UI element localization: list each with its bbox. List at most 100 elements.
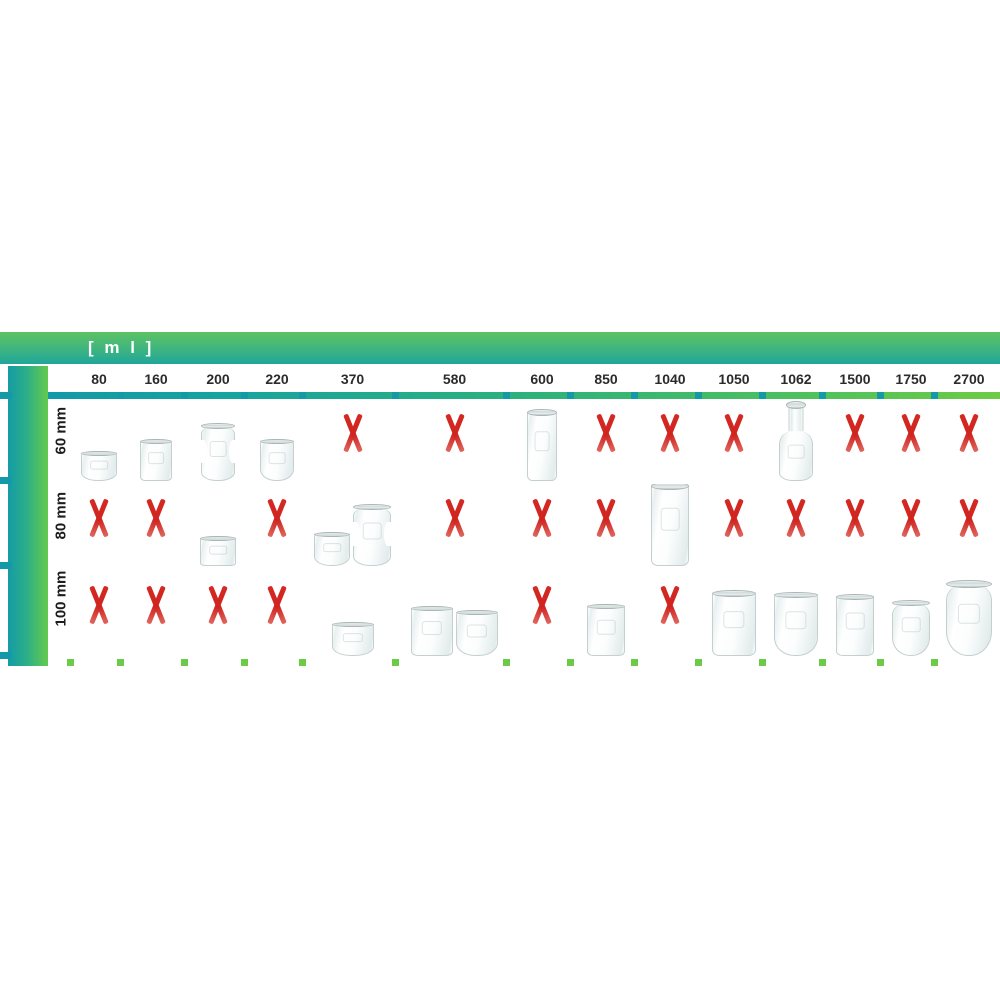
unavailable-x-icon bbox=[650, 411, 690, 455]
unavailable-x-icon bbox=[949, 411, 989, 455]
cell-content bbox=[702, 569, 766, 656]
cell-80mm-160ml[interactable] bbox=[124, 484, 188, 569]
cell-100mm-80ml[interactable] bbox=[74, 569, 124, 659]
cell-content bbox=[638, 484, 702, 566]
jar-drop-icon bbox=[946, 580, 992, 656]
cell-content bbox=[638, 569, 702, 656]
cell-100mm-1050ml[interactable] bbox=[702, 569, 766, 659]
cell-60mm-580ml[interactable] bbox=[399, 399, 510, 484]
cell-60mm-1040ml[interactable] bbox=[638, 399, 702, 484]
jar-body bbox=[527, 413, 557, 481]
jar-lid bbox=[456, 610, 498, 615]
cell-content bbox=[306, 569, 399, 656]
column-header-1062ml: 1062 bbox=[766, 366, 826, 392]
jar-tulip-icon bbox=[260, 439, 294, 481]
cell-60mm-220ml[interactable] bbox=[248, 399, 306, 484]
cell-60mm-600ml[interactable] bbox=[510, 399, 574, 484]
cell-content bbox=[188, 399, 248, 481]
cell-60mm-80ml[interactable] bbox=[74, 399, 124, 484]
jar-lid bbox=[587, 604, 625, 609]
cell-80mm-1500ml[interactable] bbox=[826, 484, 884, 569]
cell-80mm-80ml[interactable] bbox=[74, 484, 124, 569]
cell-80mm-850ml[interactable] bbox=[574, 484, 638, 569]
unavailable-x-icon bbox=[835, 411, 875, 455]
jar-tulip-icon bbox=[81, 451, 117, 481]
cell-content bbox=[826, 569, 884, 656]
jar-lid bbox=[331, 622, 374, 627]
weck-jar-size-matrix: [ m l ] 80 160 200 220 370 580 600 850 1040 1050 1… bbox=[0, 332, 1000, 670]
jar-mold-icon bbox=[140, 439, 172, 481]
column-header-220ml: 220 bbox=[248, 366, 306, 392]
cell-100mm-850ml[interactable] bbox=[574, 569, 638, 659]
cell-content bbox=[510, 484, 574, 566]
jar-lid bbox=[200, 536, 236, 541]
cell-80mm-1050ml[interactable] bbox=[702, 484, 766, 569]
cell-100mm-200ml[interactable] bbox=[188, 569, 248, 659]
jar-body bbox=[201, 426, 235, 481]
jar-neck bbox=[788, 407, 804, 431]
cell-100mm-2700ml[interactable] bbox=[938, 569, 1000, 659]
jar-lid bbox=[353, 504, 391, 510]
jar-waist bbox=[353, 522, 360, 547]
jar-lid bbox=[81, 451, 117, 456]
jar-body bbox=[892, 603, 930, 656]
jar-body bbox=[260, 442, 294, 481]
cell-100mm-1750ml[interactable] bbox=[884, 569, 938, 659]
jar-body bbox=[411, 609, 453, 656]
cell-content bbox=[938, 399, 1000, 481]
cell-60mm-160ml[interactable] bbox=[124, 399, 188, 484]
cell-60mm-1750ml[interactable] bbox=[884, 399, 938, 484]
cell-80mm-370ml[interactable] bbox=[306, 484, 399, 569]
jar-body bbox=[946, 584, 992, 656]
jar-waist bbox=[228, 440, 235, 463]
column-header-600ml: 600 bbox=[510, 366, 574, 392]
cell-80mm-1040ml[interactable] bbox=[638, 484, 702, 569]
cell-60mm-1062ml[interactable] bbox=[766, 399, 826, 484]
jar-waist bbox=[384, 522, 391, 547]
unavailable-x-icon bbox=[79, 583, 119, 627]
cell-80mm-600ml[interactable] bbox=[510, 484, 574, 569]
cell-100mm-1500ml[interactable] bbox=[826, 569, 884, 659]
column-header-850ml: 850 bbox=[574, 366, 638, 392]
cell-content bbox=[399, 569, 510, 656]
unavailable-x-icon bbox=[586, 411, 626, 455]
cell-content bbox=[124, 484, 188, 566]
cell-80mm-2700ml[interactable] bbox=[938, 484, 1000, 569]
cell-100mm-220ml[interactable] bbox=[248, 569, 306, 659]
cell-60mm-1500ml[interactable] bbox=[826, 399, 884, 484]
cell-100mm-600ml[interactable] bbox=[510, 569, 574, 659]
row-header-label: 60 mm bbox=[52, 406, 70, 454]
cell-60mm-1050ml[interactable] bbox=[702, 399, 766, 484]
cell-60mm-850ml[interactable] bbox=[574, 399, 638, 484]
cell-content bbox=[766, 484, 826, 566]
band-nub bbox=[0, 477, 12, 484]
cell-60mm-200ml[interactable] bbox=[188, 399, 248, 484]
cell-60mm-370ml[interactable] bbox=[306, 399, 399, 484]
cell-80mm-1062ml[interactable] bbox=[766, 484, 826, 569]
cell-80mm-220ml[interactable] bbox=[248, 484, 306, 569]
cell-content bbox=[638, 399, 702, 481]
cell-60mm-2700ml[interactable] bbox=[938, 399, 1000, 484]
cell-100mm-370ml[interactable] bbox=[306, 569, 399, 659]
jar-tulip-icon bbox=[331, 622, 374, 656]
cell-content bbox=[74, 484, 124, 566]
jar-lid bbox=[836, 594, 874, 600]
jar-bottle-icon bbox=[779, 401, 813, 481]
band-nub bbox=[0, 562, 12, 569]
cell-100mm-1062ml[interactable] bbox=[766, 569, 826, 659]
cell-100mm-580ml[interactable] bbox=[399, 569, 510, 659]
jar-body bbox=[200, 539, 236, 566]
unavailable-x-icon bbox=[522, 583, 562, 627]
cell-content bbox=[74, 569, 124, 656]
unavailable-x-icon bbox=[891, 496, 931, 540]
cell-100mm-160ml[interactable] bbox=[124, 569, 188, 659]
cell-80mm-580ml[interactable] bbox=[399, 484, 510, 569]
cell-100mm-1040ml[interactable] bbox=[638, 569, 702, 659]
jar-tulip-icon bbox=[456, 610, 498, 656]
jar-body bbox=[353, 507, 391, 566]
jar-body bbox=[587, 607, 625, 656]
unit-label: [ m l ] bbox=[88, 338, 155, 357]
cell-80mm-200ml[interactable] bbox=[188, 484, 248, 569]
cell-80mm-1750ml[interactable] bbox=[884, 484, 938, 569]
cell-content bbox=[574, 399, 638, 481]
